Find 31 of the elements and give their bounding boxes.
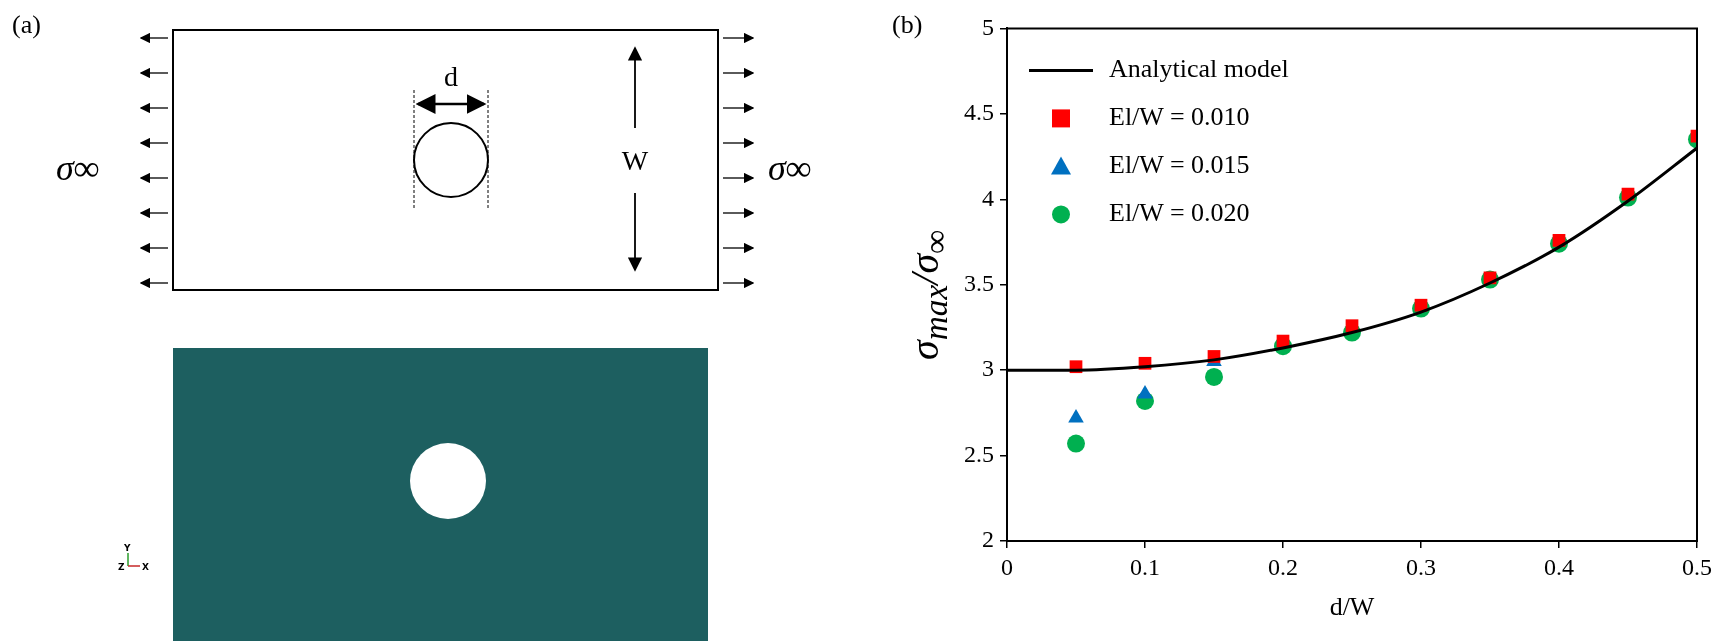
x-tick-label: 0.2 [1268, 553, 1298, 580]
text: X [142, 562, 149, 572]
chart-title: (b) [892, 10, 923, 40]
x-tick-label: 0.1 [1130, 553, 1160, 580]
text: d [444, 61, 458, 92]
text: Z [118, 562, 125, 572]
legend-label: El/W = 0.020 [1109, 198, 1250, 228]
x-axis-title: d/W [1329, 592, 1375, 622]
text: σ∞ [768, 148, 812, 188]
legend-label: El/W = 0.015 [1109, 150, 1250, 180]
y-tick-label: 2 [982, 526, 994, 553]
y-tick-label: 2.5 [964, 440, 994, 467]
y-tick-label: 5 [982, 13, 994, 40]
point [1205, 367, 1223, 386]
y-tick-label: 4 [982, 184, 994, 211]
legend-label: Analytical model [1109, 54, 1289, 84]
text: (a) [12, 10, 41, 40]
point [1068, 408, 1084, 423]
point [1067, 434, 1085, 453]
point [1137, 385, 1153, 399]
y-tick-label: 3 [982, 355, 994, 382]
x-tick-label: 0.3 [1406, 553, 1436, 580]
legend-label: El/W = 0.010 [1109, 102, 1250, 132]
x-tick-label: 0 [1001, 553, 1013, 580]
text: W [621, 145, 649, 176]
text: σ∞ [56, 148, 100, 188]
y-tick-label: 3.5 [964, 270, 994, 296]
y-tick-label: 4.5 [964, 99, 994, 126]
x-tick-label: 0.4 [1544, 553, 1574, 580]
text: Y [123, 543, 131, 553]
x-tick-label: 0.5 [1682, 553, 1712, 580]
